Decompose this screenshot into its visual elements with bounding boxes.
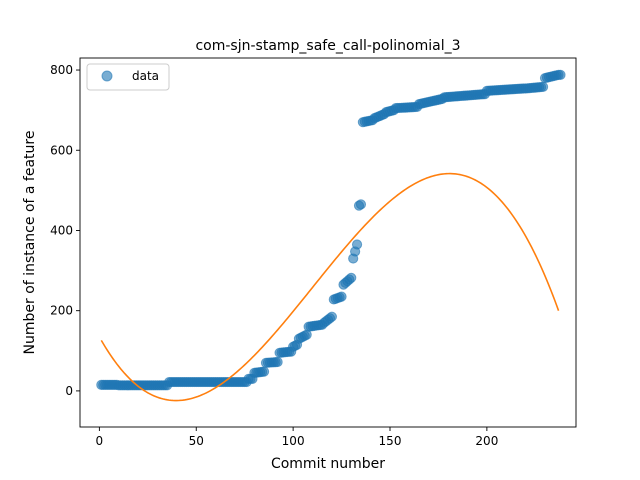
chart-title: com-sjn-stamp_safe_call-polinomial_3 xyxy=(195,38,460,54)
fit-curve xyxy=(100,172,560,402)
data-point xyxy=(351,239,363,250)
x-tick-label: 200 xyxy=(475,434,498,448)
data-point xyxy=(355,199,367,210)
data-point xyxy=(326,311,337,322)
x-axis-label: Commit number xyxy=(271,456,385,472)
axes-frame xyxy=(79,57,577,428)
y-tick-label: 200 xyxy=(50,304,73,318)
data-point xyxy=(336,291,347,302)
legend-box xyxy=(86,63,170,91)
y-tick-label: 800 xyxy=(50,63,73,77)
data-point xyxy=(555,69,566,80)
x-tick-label: 100 xyxy=(282,434,305,448)
x-tick-label: 150 xyxy=(379,434,402,448)
legend: data xyxy=(86,63,170,91)
data-point xyxy=(346,272,357,283)
legend-label-data: data xyxy=(132,69,159,83)
data-point xyxy=(258,366,270,377)
x-tick-label: 0 xyxy=(96,434,104,448)
x-tick-label: 50 xyxy=(189,434,204,448)
plot-area xyxy=(96,69,566,402)
data-point xyxy=(537,81,549,92)
data-point xyxy=(272,356,283,368)
y-axis-label: Number of instance of a feature xyxy=(22,131,38,355)
y-axis: 0 200 400 600 800 xyxy=(50,63,80,398)
legend-marker-data xyxy=(101,70,113,82)
x-axis: 0 50 100 150 200 xyxy=(96,427,498,448)
y-tick-label: 400 xyxy=(50,223,73,237)
y-tick-label: 0 xyxy=(65,384,73,398)
y-tick-label: 600 xyxy=(50,143,73,157)
